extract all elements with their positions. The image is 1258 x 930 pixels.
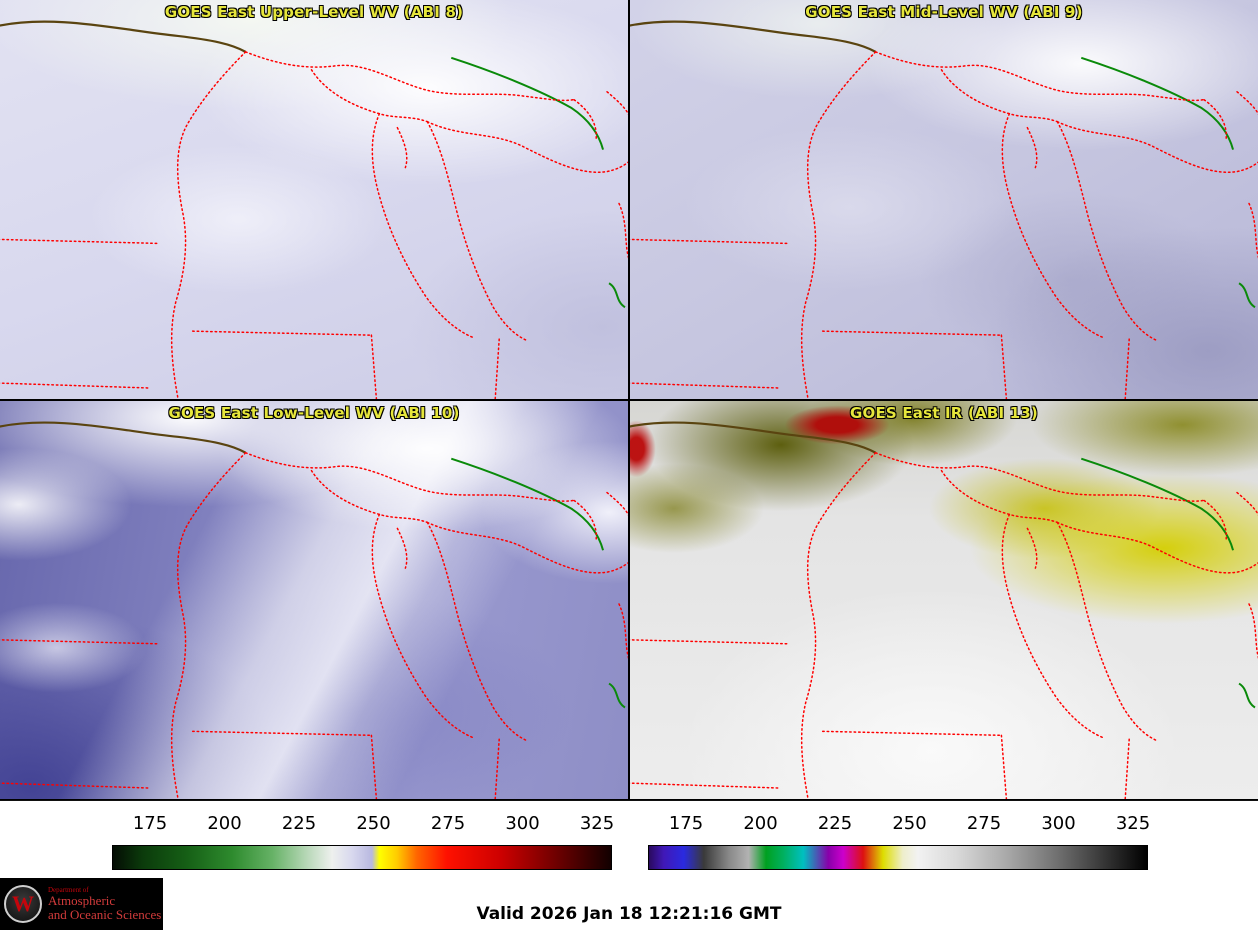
map-overlay — [0, 20, 628, 399]
tick-label: 325 — [1115, 813, 1151, 834]
panel-title-upper-wv: GOES East Upper-Level WV (ABI 8) — [164, 3, 464, 21]
tick-label: 275 — [966, 813, 1002, 834]
ir-colorbar-ticks: 175 200 225 250 275 300 325 — [648, 813, 1151, 837]
map-overlay — [630, 20, 1258, 399]
panel-title-ir: GOES East IR (ABI 13) — [849, 404, 1038, 422]
logo-dept-line: Department of — [48, 885, 89, 894]
tick-label: 200 — [207, 813, 242, 834]
map-overlay — [630, 421, 1258, 799]
tick-label: 175 — [132, 813, 168, 834]
uw-aos-logo: W Department of Atmospheric and Oceanic … — [0, 878, 163, 930]
logo-text: Department of Atmospheric and Oceanic Sc… — [48, 885, 162, 922]
uw-crest-icon: W — [4, 885, 42, 923]
logo-line-1: Atmospheric — [48, 893, 116, 909]
tick-label: 175 — [668, 813, 704, 834]
panel-title-mid-wv: GOES East Mid-Level WV (ABI 9) — [805, 3, 1083, 21]
wv-colorbar: 175 200 225 250 275 300 325 — [112, 801, 615, 878]
panel-mid-level-wv: GOES East Mid-Level WV (ABI 9) — [630, 0, 1258, 399]
colorbar-row: 175 200 225 250 275 300 325 175 200 225 … — [0, 801, 1258, 878]
wv-colorbar-ticks: 175 200 225 250 275 300 325 — [112, 813, 615, 837]
valid-timestamp: Valid 2026 Jan 18 12:21:16 GMT — [476, 904, 782, 924]
tick-label: 250 — [892, 813, 927, 834]
tick-label: 200 — [743, 813, 778, 834]
panel-title-low-wv: GOES East Low-Level WV (ABI 10) — [168, 404, 460, 422]
tick-label: 225 — [281, 813, 317, 834]
panel-low-level-wv: GOES East Low-Level WV (ABI 10) — [0, 401, 628, 799]
panel-upper-level-wv: GOES East Upper-Level WV (ABI 8) — [0, 0, 628, 399]
ir-colorbar-gradient — [648, 845, 1148, 870]
map-overlay — [0, 421, 628, 799]
tick-label: 250 — [356, 813, 391, 834]
logo-line-2: and Oceanic Sciences — [48, 906, 162, 922]
tick-label: 275 — [430, 813, 466, 834]
panel-grid: GOES East Upper-Level WV (ABI 8) GOES Ea… — [0, 0, 1258, 801]
panel-ir: GOES East IR (ABI 13) — [630, 401, 1258, 799]
crest-letter: W — [12, 891, 34, 916]
ir-colorbar: 175 200 225 250 275 300 325 — [648, 801, 1151, 878]
tick-label: 300 — [505, 813, 540, 834]
tick-label: 300 — [1041, 813, 1076, 834]
footer: W Department of Atmospheric and Oceanic … — [0, 878, 1258, 930]
wv-colorbar-gradient — [112, 845, 612, 870]
tick-label: 325 — [579, 813, 615, 834]
tick-label: 225 — [817, 813, 853, 834]
